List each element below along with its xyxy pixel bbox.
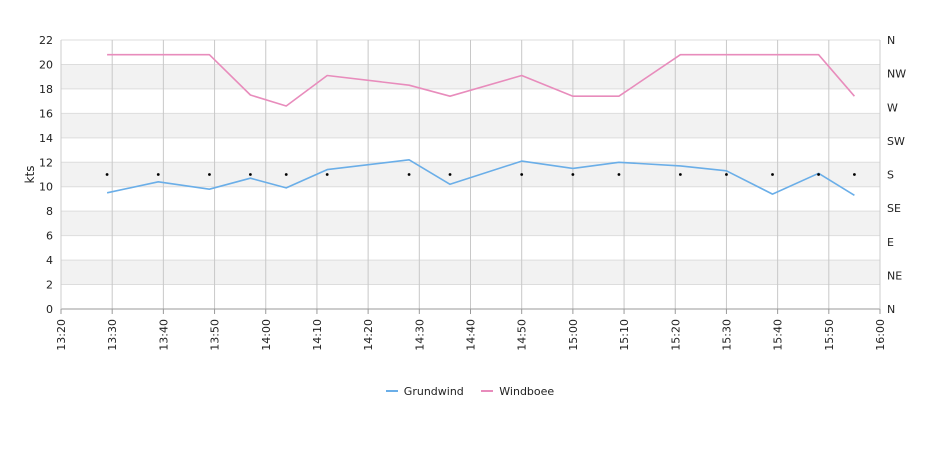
direction-marker bbox=[284, 173, 288, 176]
y-tick-label: 2 bbox=[46, 279, 53, 292]
x-tick-label: 15:00 bbox=[567, 319, 580, 351]
y-tick-label: 8 bbox=[46, 205, 53, 218]
x-tick-label: 14:40 bbox=[465, 319, 478, 351]
direction-marker bbox=[771, 173, 774, 176]
direction-marker bbox=[156, 173, 160, 176]
direction-marker bbox=[407, 173, 411, 176]
y-tick-label: 22 bbox=[39, 34, 53, 47]
direction-marker bbox=[208, 173, 211, 176]
x-tick-label: 15:10 bbox=[618, 319, 631, 351]
y-tick-label: 20 bbox=[39, 58, 53, 71]
x-tick-label: 14:30 bbox=[413, 319, 426, 351]
y2-tick-label: N bbox=[887, 303, 895, 316]
y-tick-label: 16 bbox=[39, 107, 53, 120]
y-tick-label: 14 bbox=[39, 132, 53, 145]
legend-swatch-windboee bbox=[481, 390, 494, 392]
x-tick-label: 15:30 bbox=[720, 319, 733, 351]
direction-marker bbox=[248, 173, 252, 176]
direction-marker bbox=[853, 173, 856, 176]
x-tick-label: 15:50 bbox=[823, 319, 836, 351]
legend-swatch-grundwind bbox=[385, 390, 398, 392]
direction-marker bbox=[105, 173, 109, 176]
y2-tick-label: SE bbox=[887, 202, 901, 215]
y2-tick-label: NE bbox=[887, 269, 902, 282]
x-tick-label: 13:30 bbox=[106, 319, 119, 351]
y2-tick-label: E bbox=[887, 236, 894, 249]
chart-legend: Grundwind Windboee bbox=[0, 385, 940, 398]
x-tick-label: 15:20 bbox=[669, 319, 682, 351]
legend-label-grundwind: Grundwind bbox=[403, 385, 464, 398]
direction-marker bbox=[725, 173, 728, 176]
y-tick-label: 6 bbox=[46, 230, 53, 243]
series-line-windboee bbox=[107, 53, 856, 107]
y-tick-label: 12 bbox=[39, 156, 53, 169]
y-tick-label: 0 bbox=[46, 303, 53, 316]
direction-marker bbox=[571, 173, 575, 176]
y-tick-label: 18 bbox=[39, 83, 53, 96]
x-tick-label: 14:20 bbox=[362, 319, 375, 351]
x-tick-label: 13:50 bbox=[209, 319, 222, 351]
x-tick-label: 16:00 bbox=[874, 319, 887, 351]
legend-item-windboee[interactable]: Windboee bbox=[481, 385, 554, 398]
y-tick-label: 10 bbox=[39, 181, 53, 194]
x-tick-label: 14:50 bbox=[516, 319, 529, 351]
direction-marker bbox=[520, 173, 524, 176]
x-tick-label: 14:00 bbox=[260, 319, 273, 351]
series-line-grundwind bbox=[106, 159, 855, 196]
y2-tick-label: NW bbox=[887, 68, 906, 81]
direction-marker bbox=[678, 173, 682, 176]
y2-tick-label: SW bbox=[887, 135, 905, 148]
x-tick-label: 13:40 bbox=[157, 319, 170, 351]
direction-marker bbox=[325, 173, 329, 176]
legend-label-windboee: Windboee bbox=[499, 385, 555, 398]
x-tick-label: 13:20 bbox=[55, 319, 68, 351]
y2-tick-label: S bbox=[887, 169, 894, 182]
y2-tick-label: W bbox=[887, 101, 898, 114]
direction-marker bbox=[448, 173, 452, 176]
y-tick-label: 4 bbox=[46, 254, 53, 267]
x-tick-label: 14:10 bbox=[311, 319, 324, 351]
legend-item-grundwind[interactable]: Grundwind bbox=[385, 385, 464, 398]
y2-tick-label: N bbox=[887, 34, 895, 47]
x-tick-label: 15:40 bbox=[772, 319, 785, 351]
direction-marker bbox=[617, 173, 621, 176]
direction-marker bbox=[817, 173, 820, 176]
y-axis-title: kts bbox=[23, 166, 37, 184]
